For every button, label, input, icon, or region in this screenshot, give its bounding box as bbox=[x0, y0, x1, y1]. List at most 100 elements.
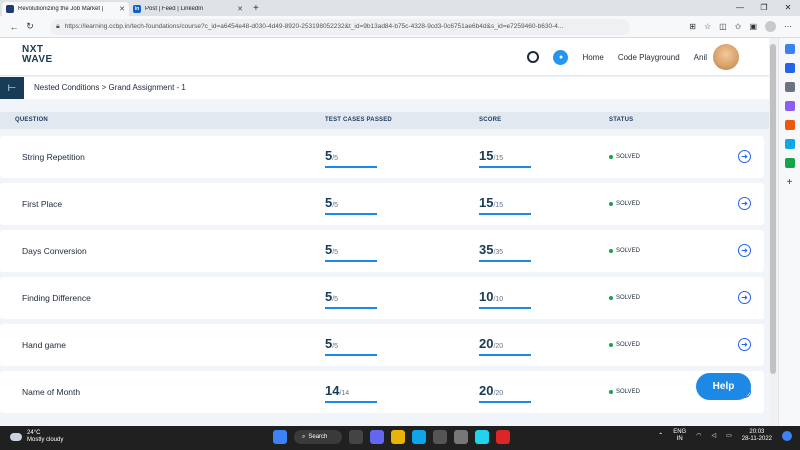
page-scrollbar[interactable] bbox=[769, 38, 777, 426]
profile-icon[interactable] bbox=[765, 21, 776, 32]
more-icon[interactable]: ⋯ bbox=[784, 22, 792, 31]
test-cases-progress bbox=[325, 213, 377, 215]
question-title[interactable]: Hand game bbox=[22, 340, 66, 350]
search-sidebar-icon[interactable] bbox=[784, 44, 795, 54]
table-row[interactable]: Name of Month 14/14 20/20 SOLVED ➜ bbox=[0, 371, 764, 413]
open-question-arrow-icon[interactable]: ➜ bbox=[738, 291, 751, 304]
edge-sidebar: + bbox=[778, 38, 800, 426]
column-test-cases: TEST CASES PASSED bbox=[325, 117, 392, 123]
search-label: Search bbox=[308, 434, 328, 440]
back-icon[interactable]: ← bbox=[9, 21, 19, 32]
close-tab-icon[interactable]: ✕ bbox=[237, 6, 243, 13]
favorite-icon[interactable]: ☆ bbox=[704, 22, 712, 31]
task-view-icon[interactable] bbox=[349, 430, 363, 444]
browser-tab-nxtwave[interactable]: Revolutionizing the Job Market | ✕ bbox=[2, 2, 129, 16]
logo[interactable]: NXT WAVE bbox=[22, 45, 53, 65]
maximize-icon[interactable]: ❐ bbox=[760, 3, 768, 12]
start-icon[interactable] bbox=[273, 430, 287, 444]
github-icon[interactable] bbox=[454, 430, 468, 444]
tools-icon[interactable] bbox=[784, 82, 795, 92]
split-screen-icon[interactable]: ◫ bbox=[719, 22, 727, 31]
question-title[interactable]: First Place bbox=[22, 199, 63, 209]
chevron-up-icon[interactable]: ⌃ bbox=[658, 432, 664, 439]
apps-icon[interactable]: ⊞ bbox=[689, 22, 696, 31]
table-row[interactable]: Finding Difference 5/5 10/10 SOLVED ➜ bbox=[0, 277, 764, 319]
favorites-icon[interactable]: ✩ bbox=[734, 22, 742, 31]
language-indicator[interactable]: ENG IN bbox=[673, 429, 686, 443]
add-icon[interactable]: + bbox=[786, 177, 793, 188]
score: 15/15 bbox=[479, 147, 531, 168]
test-cases-total: /5 bbox=[332, 343, 339, 350]
clock[interactable]: 20:03 28-11-2022 bbox=[742, 429, 772, 443]
minimize-icon[interactable]: — bbox=[736, 3, 744, 12]
volume-icon[interactable]: ◁ bbox=[711, 432, 717, 439]
weather-text: Mostly cloudy bbox=[27, 437, 64, 443]
status-dot-icon bbox=[609, 202, 613, 206]
browser-tab-linkedin[interactable]: in Post | Feed | LinkedIn ✕ bbox=[129, 2, 247, 16]
user-menu[interactable]: Anil bbox=[694, 44, 739, 70]
time: 20:03 bbox=[749, 429, 765, 435]
table-row[interactable]: First Place 5/5 15/15 SOLVED ➜ bbox=[0, 183, 764, 225]
open-question-arrow-icon[interactable]: ➜ bbox=[738, 197, 751, 210]
drop-icon[interactable] bbox=[784, 158, 795, 168]
store-icon[interactable] bbox=[433, 430, 447, 444]
score-total: /20 bbox=[493, 390, 504, 397]
office-icon[interactable] bbox=[784, 120, 795, 130]
battery-icon[interactable]: ▭ bbox=[726, 432, 732, 439]
column-status: STATUS bbox=[609, 117, 634, 123]
column-score: SCORE bbox=[479, 117, 502, 123]
test-cases-progress bbox=[325, 166, 377, 168]
timer-icon[interactable] bbox=[527, 51, 540, 63]
table-row[interactable]: Days Conversion 5/5 35/35 SOLVED ➜ bbox=[0, 230, 764, 272]
linkedin-favicon-icon: in bbox=[133, 5, 141, 13]
file-explorer-icon[interactable] bbox=[391, 430, 405, 444]
collections-icon[interactable]: ▣ bbox=[749, 22, 757, 31]
status-dot-icon bbox=[609, 155, 613, 159]
open-question-arrow-icon[interactable]: ➜ bbox=[738, 338, 751, 351]
question-title[interactable]: String Repetition bbox=[22, 152, 85, 162]
breadcrumb-row: ⊢ Nested Conditions > Grand Assignment -… bbox=[0, 77, 769, 99]
close-window-icon[interactable]: ✕ bbox=[784, 3, 792, 12]
shopping-icon[interactable] bbox=[784, 63, 795, 73]
sidebar-toggle-icon[interactable]: ⊢ bbox=[0, 77, 24, 99]
games-icon[interactable] bbox=[784, 101, 795, 111]
close-tab-icon[interactable]: ✕ bbox=[119, 6, 125, 13]
nav-home[interactable]: Home bbox=[582, 52, 604, 62]
test-cases-total: /5 bbox=[332, 202, 339, 209]
new-tab-icon[interactable]: + bbox=[253, 3, 259, 14]
help-button[interactable]: Help bbox=[696, 373, 751, 400]
lang-code: ENG bbox=[673, 429, 687, 435]
open-question-arrow-icon[interactable]: ➜ bbox=[738, 150, 751, 163]
test-cases-total: /5 bbox=[332, 249, 339, 256]
question-title[interactable]: Days Conversion bbox=[22, 246, 87, 256]
question-title[interactable]: Name of Month bbox=[22, 387, 81, 397]
vscode-icon[interactable] bbox=[475, 430, 489, 444]
question-title[interactable]: Finding Difference bbox=[22, 293, 91, 303]
score-progress bbox=[479, 213, 531, 215]
table-row[interactable]: String Repetition 5/5 15/15 SOLVED ➜ bbox=[0, 136, 764, 178]
nav-code-playground[interactable]: Code Playground bbox=[617, 52, 680, 62]
score-total: /35 bbox=[493, 249, 504, 256]
teams-icon[interactable] bbox=[370, 430, 384, 444]
taskbar-search[interactable]: ⌕ Search bbox=[294, 430, 342, 444]
test-cases-total: /5 bbox=[332, 296, 339, 303]
status-dot-icon bbox=[609, 390, 613, 394]
weather-widget[interactable]: 24°C Mostly cloudy bbox=[10, 430, 63, 444]
edge-icon[interactable] bbox=[412, 430, 426, 444]
scroll-thumb[interactable] bbox=[770, 44, 776, 374]
open-question-arrow-icon[interactable]: ➜ bbox=[738, 244, 751, 257]
chat-icon[interactable]: ● bbox=[553, 49, 569, 65]
table-row[interactable]: Hand game 5/5 20/20 SOLVED ➜ bbox=[0, 324, 764, 366]
status-label: SOLVED bbox=[616, 389, 640, 395]
temperature: 24°C bbox=[27, 430, 41, 436]
status-dot-icon bbox=[609, 296, 613, 300]
browser-toolbar: ⊞ ☆ ◫ ✩ ▣ ⋯ bbox=[689, 21, 800, 32]
outlook-icon[interactable] bbox=[784, 139, 795, 149]
mcafee-icon[interactable] bbox=[496, 430, 510, 444]
notification-icon[interactable] bbox=[782, 431, 792, 441]
refresh-icon[interactable]: ↻ bbox=[26, 21, 34, 31]
status-badge: SOLVED bbox=[609, 201, 640, 207]
wifi-icon[interactable]: ◠ bbox=[696, 432, 702, 439]
url-field[interactable]: 🔒︎ https://learning.ccbp.in/tech-foundat… bbox=[50, 18, 630, 35]
score-progress bbox=[479, 401, 531, 403]
